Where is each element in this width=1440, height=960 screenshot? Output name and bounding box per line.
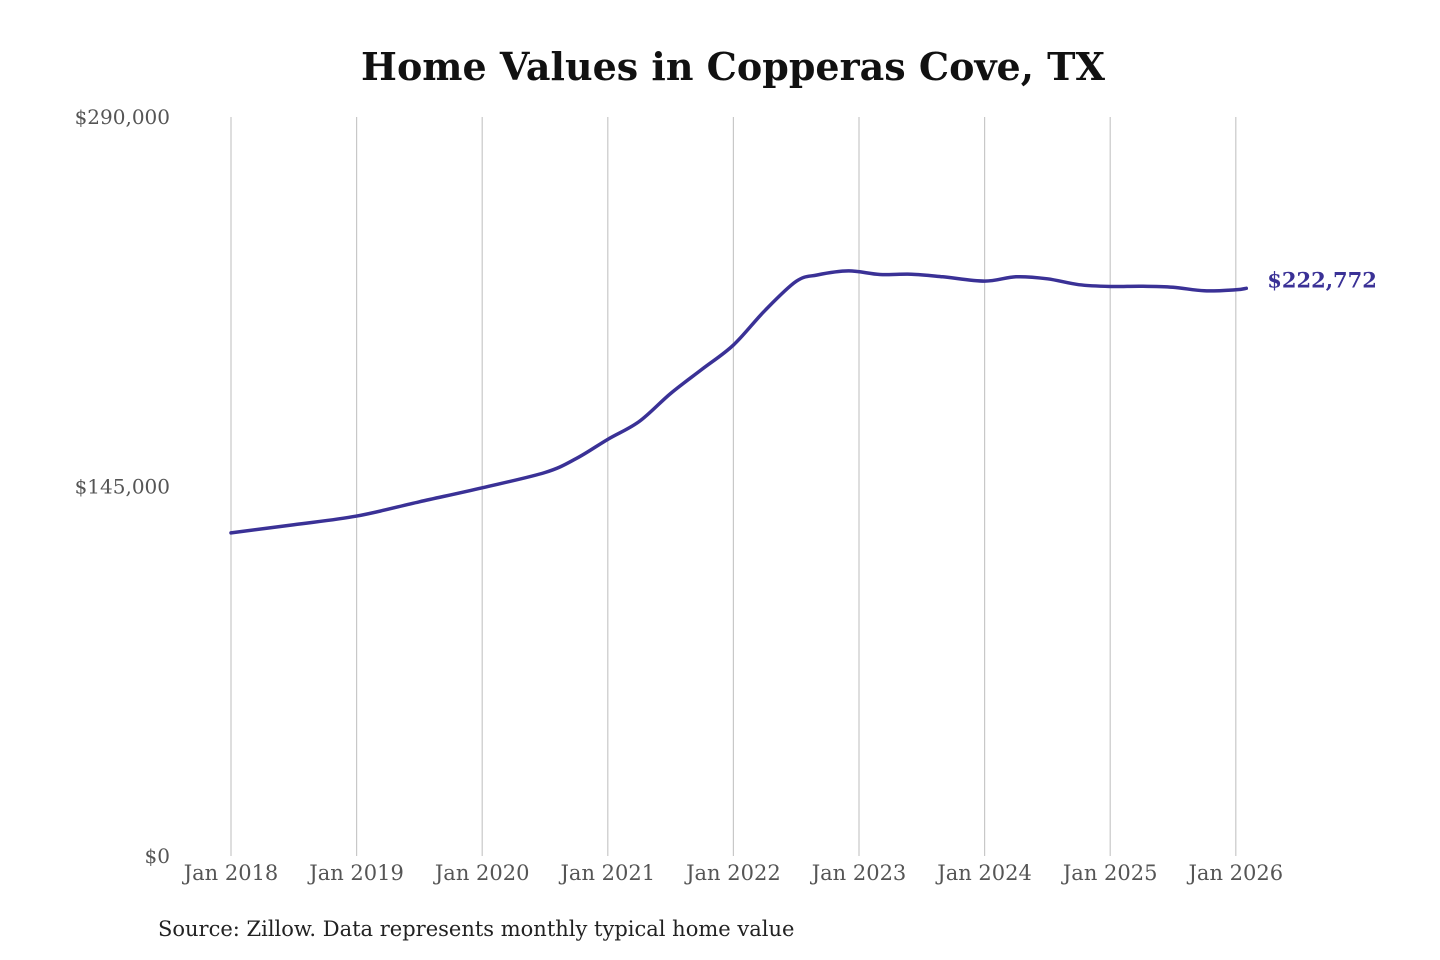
source-note: Source: Zillow. Data represents monthly … bbox=[158, 917, 795, 941]
series-line bbox=[229, 269, 1249, 535]
x-tick-label: Jan 2019 bbox=[307, 861, 404, 885]
y-tick-label: $0 bbox=[145, 844, 170, 868]
y-tick-label: $290,000 bbox=[75, 105, 170, 129]
y-tick-label: $145,000 bbox=[75, 475, 170, 499]
x-tick-label: Jan 2026 bbox=[1187, 861, 1284, 885]
chart-title: Home Values in Copperas Cove, TX bbox=[361, 44, 1105, 89]
x-tick-label: Jan 2020 bbox=[433, 861, 530, 885]
end-value-label: $222,772 bbox=[1267, 267, 1377, 292]
x-tick-label: Jan 2022 bbox=[684, 861, 781, 885]
x-tick-label: Jan 2021 bbox=[559, 861, 656, 885]
x-tick-label: Jan 2024 bbox=[935, 861, 1032, 885]
x-tick-label: Jan 2018 bbox=[182, 861, 279, 885]
x-tick-label: Jan 2025 bbox=[1061, 861, 1158, 885]
x-tick-label: Jan 2023 bbox=[810, 861, 907, 885]
